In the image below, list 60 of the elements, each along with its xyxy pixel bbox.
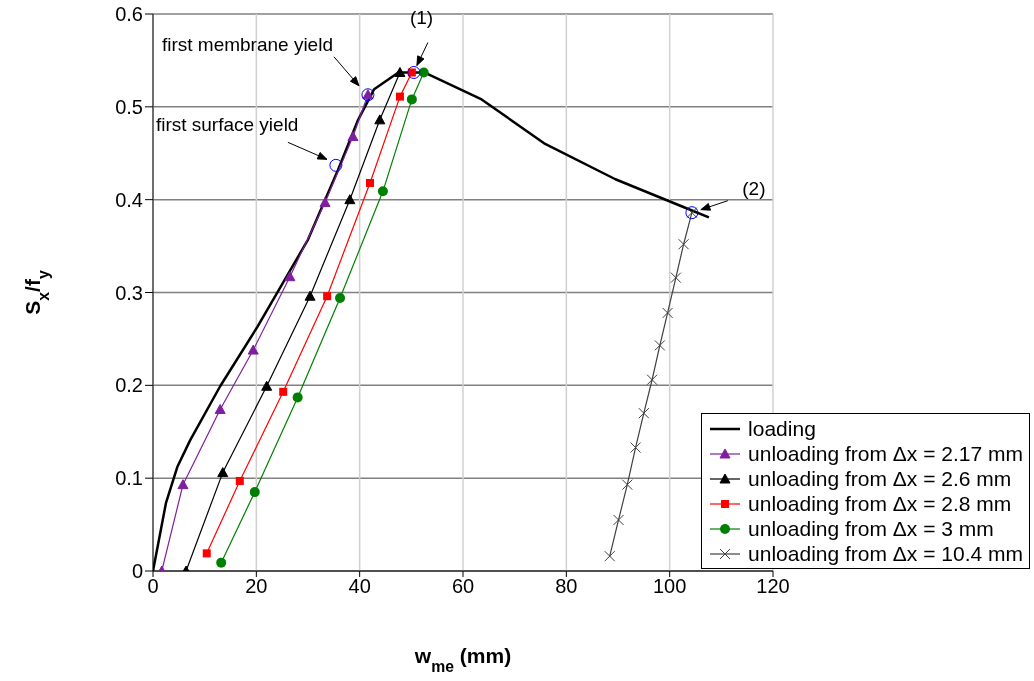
point [235, 476, 244, 485]
point [202, 549, 211, 558]
y-tick-label: 0 [131, 560, 143, 583]
point [217, 467, 229, 478]
x-tick-label: 120 [756, 575, 790, 598]
point [418, 67, 429, 78]
y-tick-label: 0.6 [115, 3, 143, 26]
point [374, 114, 386, 125]
legend-label: unloading from Δx = 10.4 mm [748, 541, 1023, 566]
point [395, 92, 404, 101]
point [292, 392, 303, 403]
legend-label: loading [748, 416, 816, 441]
legend-label: unloading from Δx = 2.17 mm [748, 441, 1023, 466]
point [654, 339, 666, 351]
point [323, 292, 332, 301]
point [247, 344, 259, 355]
point [214, 403, 226, 414]
x-axis-title: w$_{me}$ (mm) [413, 644, 512, 675]
x-tick-label: 60 [451, 575, 475, 598]
point [630, 442, 642, 454]
point [304, 290, 316, 301]
y-tick-label: 0.5 [115, 95, 143, 118]
x-tick-label: 80 [555, 575, 578, 598]
point [344, 194, 356, 205]
point [646, 374, 658, 386]
annotation: (2) [742, 177, 766, 199]
annotation: (1) [409, 7, 434, 29]
x-tick-label: 20 [245, 575, 268, 598]
x-tick-label: 0 [147, 575, 159, 598]
point [366, 178, 374, 187]
point [319, 196, 331, 207]
point [638, 407, 650, 419]
point [613, 514, 625, 526]
point [216, 557, 227, 568]
point [621, 479, 633, 491]
y-tick-label: 0.3 [115, 281, 143, 304]
annotation: first membrane yield [161, 33, 333, 55]
point [604, 550, 616, 562]
point [177, 479, 189, 490]
point [347, 131, 359, 142]
legend-label: unloading from Δx = 2.6 mm [748, 466, 1012, 491]
x-tick-label: 100 [652, 575, 687, 598]
point [249, 487, 260, 498]
point [284, 271, 296, 282]
legend-label: unloading from Δx = 3 mm [748, 516, 994, 541]
point [394, 66, 406, 77]
point [335, 293, 346, 304]
point [261, 380, 273, 391]
point [662, 307, 674, 319]
point [678, 238, 690, 250]
point [377, 186, 388, 197]
legend-label: unloading from Δx = 2.8 mm [748, 491, 1012, 516]
point [279, 387, 288, 396]
x-tick-label: 40 [348, 575, 371, 598]
annotation: first surface yield [155, 114, 299, 136]
point [406, 94, 417, 105]
y-tick-label: 0.1 [115, 467, 143, 490]
y-tick-label: 0.2 [115, 374, 143, 397]
y-tick-label: 0.4 [115, 188, 143, 211]
point [670, 272, 682, 284]
